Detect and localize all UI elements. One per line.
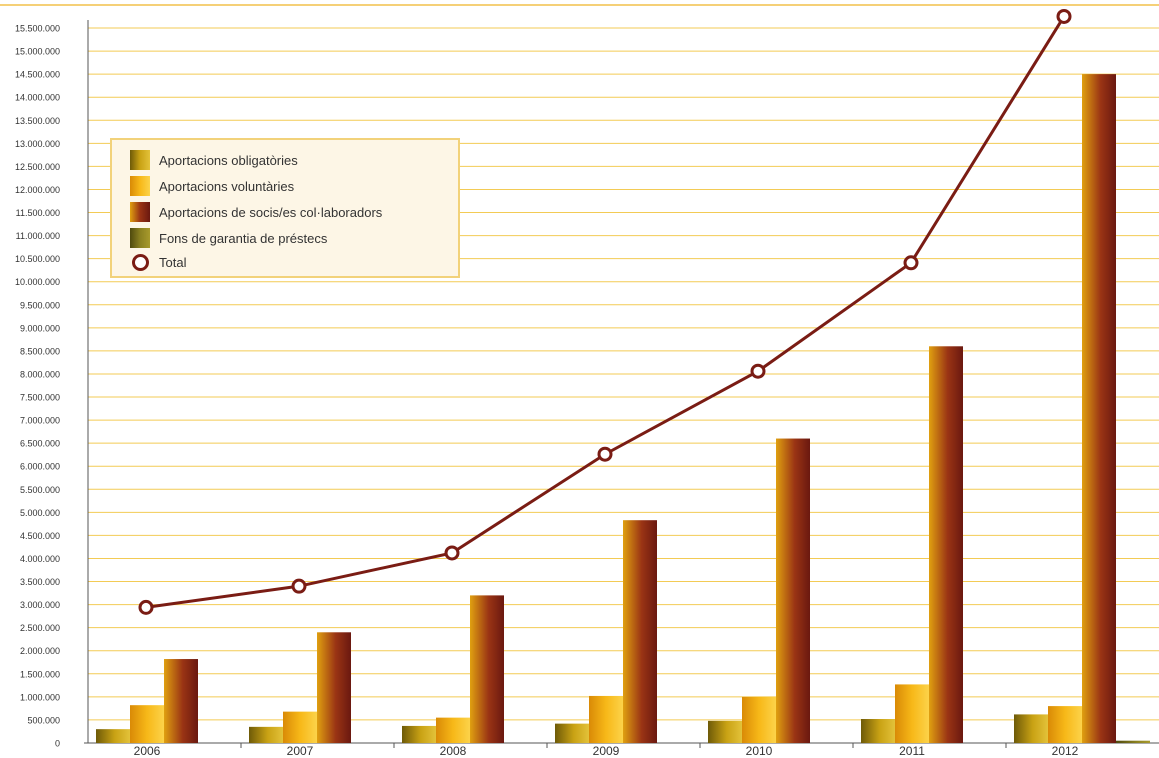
x-tick-label: 2007 bbox=[287, 744, 314, 758]
bar bbox=[317, 632, 351, 743]
y-tick-label: 13.500.000 bbox=[15, 116, 60, 126]
y-tick-label: 14.500.000 bbox=[15, 70, 60, 80]
y-tick-label: 9.000.000 bbox=[20, 323, 60, 333]
y-tick-label: 6.000.000 bbox=[20, 462, 60, 472]
y-tick-label: 3.500.000 bbox=[20, 577, 60, 587]
legend-item-voluntaries: Aportacions voluntàries bbox=[130, 176, 294, 196]
x-tick-label: 2009 bbox=[593, 744, 620, 758]
axes bbox=[84, 20, 1159, 748]
y-tick-label: 8.500.000 bbox=[20, 346, 60, 356]
y-tick-label: 7.000.000 bbox=[20, 416, 60, 426]
bar bbox=[164, 659, 198, 743]
bar bbox=[470, 595, 504, 743]
y-tick-label: 15.500.000 bbox=[15, 24, 60, 34]
y-tick-label: 6.500.000 bbox=[20, 439, 60, 449]
legend-label: Aportacions voluntàries bbox=[159, 178, 295, 194]
y-tick-label: 1.000.000 bbox=[20, 692, 60, 702]
y-tick-label: 10.000.000 bbox=[15, 277, 60, 287]
legend: Aportacions obligatòries Aportacions vol… bbox=[110, 138, 460, 278]
y-tick-label: 1.500.000 bbox=[20, 669, 60, 679]
bar bbox=[623, 520, 657, 743]
grid-lines bbox=[0, 4, 1159, 721]
y-tick-label: 2.500.000 bbox=[20, 623, 60, 633]
bar bbox=[283, 711, 317, 743]
bar bbox=[708, 720, 742, 743]
total-line-path bbox=[145, 15, 1066, 609]
legend-label: Aportacions obligatòries bbox=[159, 152, 298, 168]
y-tick-label: 13.000.000 bbox=[15, 139, 60, 149]
bar bbox=[249, 726, 283, 743]
y-tick-label: 4.000.000 bbox=[20, 554, 60, 564]
y-tick-label: 0 bbox=[55, 739, 60, 749]
bar bbox=[742, 696, 776, 743]
y-tick-label: 500.000 bbox=[27, 715, 60, 725]
y-tick-label: 10.500.000 bbox=[15, 254, 60, 264]
legend-swatch bbox=[130, 176, 150, 196]
legend-item-fons: Fons de garantia de préstecs bbox=[130, 228, 327, 248]
bar bbox=[436, 717, 470, 743]
x-tick-label: 2010 bbox=[746, 744, 773, 758]
bar bbox=[130, 705, 164, 743]
bar bbox=[1048, 706, 1082, 743]
y-tick-label: 11.500.000 bbox=[16, 208, 60, 218]
y-axis-tick-labels: 0 500.000 1.000.000 1.500.000 2.000.000 2.500… bbox=[15, 24, 60, 749]
y-tick-label: 5.000.000 bbox=[20, 508, 60, 518]
y-tick-label: 3.000.000 bbox=[20, 600, 60, 610]
bar bbox=[776, 438, 810, 743]
x-tick-label: 2012 bbox=[1052, 744, 1079, 758]
bars bbox=[96, 74, 1150, 744]
x-tick-label: 2006 bbox=[134, 744, 161, 758]
y-tick-label: 2.000.000 bbox=[20, 646, 60, 656]
legend-swatch bbox=[130, 202, 150, 222]
legend-marker bbox=[130, 252, 150, 272]
total-point bbox=[1056, 8, 1072, 24]
legend-swatch bbox=[130, 150, 150, 170]
legend-item-total: Total bbox=[130, 252, 186, 272]
bar bbox=[1116, 740, 1150, 743]
legend-label: Fons de garantia de préstecs bbox=[159, 230, 328, 246]
total-point bbox=[597, 446, 613, 462]
legend-label: Total bbox=[159, 254, 187, 270]
total-point bbox=[903, 255, 919, 271]
total-point bbox=[750, 363, 766, 379]
bar bbox=[861, 719, 895, 743]
x-tick-label: 2008 bbox=[440, 744, 467, 758]
y-tick-label: 14.000.000 bbox=[15, 93, 60, 103]
total-line bbox=[138, 8, 1072, 615]
y-tick-label: 15.000.000 bbox=[15, 47, 60, 57]
bar bbox=[96, 729, 130, 743]
total-point bbox=[444, 545, 460, 561]
bar bbox=[895, 684, 929, 743]
x-tick-label: 2011 bbox=[899, 744, 925, 758]
y-tick-label: 12.000.000 bbox=[15, 185, 60, 195]
legend-swatch bbox=[130, 228, 150, 248]
legend-item-obligatories: Aportacions obligatòries bbox=[130, 150, 298, 170]
bar bbox=[402, 725, 436, 743]
bar bbox=[1082, 74, 1116, 744]
bar bbox=[929, 346, 963, 743]
total-point bbox=[291, 578, 307, 594]
y-tick-label: 12.500.000 bbox=[15, 162, 60, 172]
y-tick-label: 4.500.000 bbox=[20, 531, 60, 541]
legend-item-socis: Aportacions de socis/es col·laboradors bbox=[130, 202, 382, 222]
y-tick-label: 8.000.000 bbox=[20, 369, 60, 379]
legend-label: Aportacions de socis/es col·laboradors bbox=[159, 204, 383, 220]
bar bbox=[555, 723, 589, 743]
bar bbox=[1014, 714, 1048, 743]
y-tick-label: 5.500.000 bbox=[20, 485, 60, 495]
y-tick-label: 9.500.000 bbox=[20, 300, 60, 310]
y-tick-label: 7.500.000 bbox=[20, 393, 60, 403]
x-axis-tick-labels: 2006 2007 2008 2009 2010 2011 2012 bbox=[134, 744, 1079, 758]
total-point bbox=[138, 599, 154, 615]
y-tick-label: 11.000.000 bbox=[16, 231, 60, 241]
bar bbox=[589, 695, 623, 743]
